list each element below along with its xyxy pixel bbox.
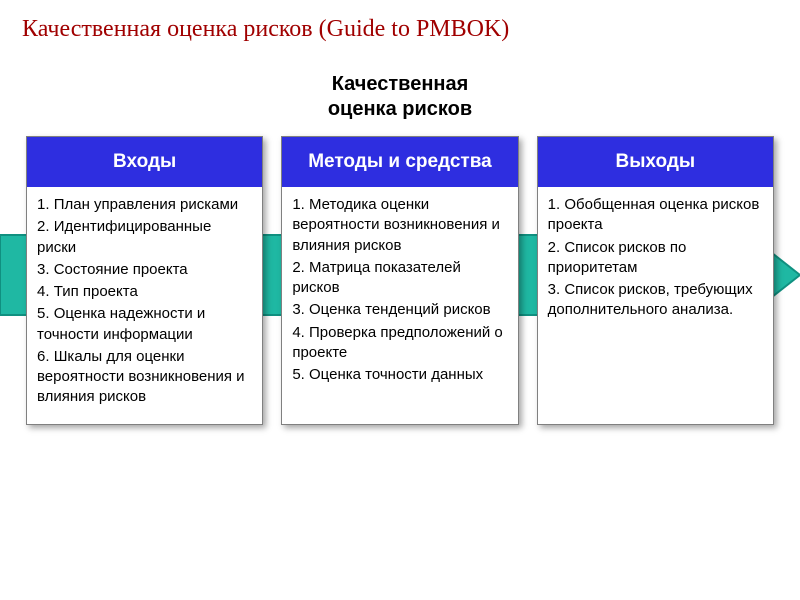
list-item: Методика оценки вероятности возникновени…	[292, 195, 507, 256]
column-outputs: Выходы Обобщенная оценка рисков проекта …	[537, 136, 774, 425]
list-item: Матрица показателей рисков	[292, 258, 507, 299]
list-item: Идентифицированные риски	[37, 217, 252, 258]
list-item: Список рисков по приоритетам	[548, 238, 763, 279]
column-header-inputs: Входы	[27, 137, 262, 187]
columns-container: Входы План управления рисками Идентифици…	[26, 136, 774, 425]
diagram-title-line2: оценка рисков	[328, 98, 472, 120]
column-header-methods: Методы и средства	[282, 137, 517, 187]
column-body-inputs: План управления рисками Идентифицированн…	[27, 187, 262, 424]
column-body-methods: Методика оценки вероятности возникновени…	[282, 187, 517, 401]
list-item: Оценка точности данных	[292, 365, 507, 385]
list-item: Оценка надежности и точности информации	[37, 304, 252, 345]
column-body-outputs: Обобщенная оценка рисков проекта Список …	[538, 187, 773, 337]
column-methods: Методы и средства Методика оценки вероят…	[281, 136, 518, 425]
page-title: Качественная оценка рисков (Guide to PMB…	[22, 16, 509, 43]
list-item: Состояние проекта	[37, 260, 252, 280]
diagram-title-line1: Качественная	[332, 73, 469, 95]
list-item: Оценка тенденций рисков	[292, 300, 507, 320]
column-inputs: Входы План управления рисками Идентифици…	[26, 136, 263, 425]
list-item: Тип проекта	[37, 282, 252, 302]
list-item: Обобщенная оценка рисков проекта	[548, 195, 763, 236]
list-item: Список рисков, требующих дополнительного…	[548, 280, 763, 321]
list-item: Шкалы для оценки вероятности возникновен…	[37, 347, 252, 408]
list-item: План управления рисками	[37, 195, 252, 215]
diagram-title: Качественная оценка рисков	[0, 72, 800, 122]
list-item: Проверка предположений о проекте	[292, 323, 507, 364]
column-header-outputs: Выходы	[538, 137, 773, 187]
